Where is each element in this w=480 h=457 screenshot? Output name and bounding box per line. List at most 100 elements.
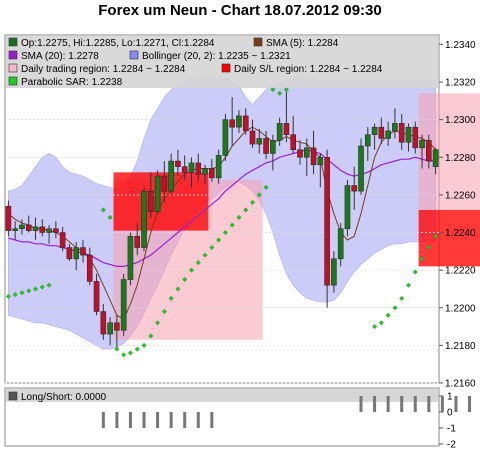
candle-body-39 <box>263 138 269 154</box>
sar-point-16 <box>107 214 113 220</box>
sar-point-41 <box>277 90 283 96</box>
candle-body-40 <box>270 140 276 154</box>
sar-point-56 <box>378 320 384 326</box>
candle-body-35 <box>236 115 242 128</box>
sar-point-24 <box>161 309 167 315</box>
sar-point-64 <box>433 233 439 239</box>
candle-body-19 <box>127 236 134 280</box>
legend-label-2: SMA (5): 1.2284 <box>266 38 339 49</box>
longshort-bar-1-22 <box>156 412 160 428</box>
sar-point-4 <box>26 288 32 294</box>
legend-label-6: Daily S/L region: 1.2284 ~ 1.2284 <box>234 64 383 75</box>
candle-body-63 <box>426 140 432 162</box>
sma20-line <box>8 149 436 267</box>
candle-body-45 <box>303 147 310 158</box>
candle-body-56 <box>378 126 385 139</box>
candle-body-16 <box>107 322 113 335</box>
y-tick-label-2: 1.2320 <box>445 78 476 89</box>
sar-point-27 <box>182 277 188 283</box>
candle-body-3 <box>19 224 25 230</box>
sar-point-2 <box>12 292 18 298</box>
candle-body-64 <box>432 149 439 167</box>
candle-body-7 <box>46 228 52 233</box>
sar-point-20 <box>134 346 140 352</box>
sar-point-7 <box>46 282 52 288</box>
sar-point-15 <box>100 207 106 213</box>
candle-body-32 <box>215 155 222 179</box>
sar-point-25 <box>168 295 174 301</box>
candle-body-10 <box>66 247 73 260</box>
candle-body-49 <box>331 258 337 286</box>
candle-body-22 <box>148 190 154 213</box>
y-tick-label-5: 1.2260 <box>445 190 476 201</box>
legend-marker-1 <box>8 37 18 47</box>
legend-label-5: Daily trading region: 1.2284 ~ 1.2284 <box>21 64 186 75</box>
longshort-bar-2-60 <box>413 396 417 412</box>
legend-label-1: Op:1.2275, Hi:1.2285, Lo:1.2271, Cl:1.22… <box>21 38 215 49</box>
sar-point-58 <box>392 305 398 311</box>
longshort-bar-1-28 <box>196 412 200 428</box>
candle-body-24 <box>161 175 168 192</box>
sar-point-28 <box>189 267 194 273</box>
candle-body-36 <box>242 115 249 132</box>
candle-body-55 <box>371 126 378 135</box>
sar-point-62 <box>419 256 425 262</box>
sar-point-22 <box>148 333 154 339</box>
legend-marker-5 <box>8 63 18 73</box>
legend-box <box>6 36 438 88</box>
candle-body-34 <box>229 119 235 128</box>
candle-body-18 <box>120 279 127 331</box>
sar-point-17 <box>114 346 120 352</box>
sub-legend-marker-1 <box>8 391 18 401</box>
longshort-bar-1-20 <box>142 412 146 428</box>
candle-body-17 <box>114 322 120 331</box>
longshort-bar-1-24 <box>169 412 173 428</box>
sub-y-tick-label-1: 1 <box>447 392 453 403</box>
sar-point-18 <box>121 352 127 358</box>
candle-body-8 <box>53 228 59 233</box>
y-tick-label-1: 1.2340 <box>445 40 476 51</box>
longshort-bar-2-62 <box>427 396 431 412</box>
candle-body-42 <box>283 123 290 135</box>
longshort-bar-2-52 <box>359 396 363 412</box>
sar-point-23 <box>155 320 161 326</box>
sar-point-26 <box>175 286 181 292</box>
sar-point-37 <box>250 199 255 205</box>
candle-body-58 <box>392 123 398 132</box>
candle-body-50 <box>337 228 344 260</box>
sar-point-30 <box>202 252 208 258</box>
candle-body-54 <box>365 134 371 147</box>
legend-label-4: Bollinger (20, 2): 1.2235 ~ 1.2321 <box>142 51 291 62</box>
longshort-bar-2-66 <box>454 396 458 412</box>
legend-marker-7 <box>8 76 18 86</box>
candle-body-38 <box>256 138 263 145</box>
sar-point-32 <box>216 237 222 243</box>
candle-body-12 <box>80 247 86 256</box>
sub-legend-label-1: Long/Short: 0.0000 <box>21 392 107 403</box>
sar-point-57 <box>385 312 391 318</box>
y-tick-label-4: 1.2280 <box>445 153 476 164</box>
candle-body-60 <box>405 126 412 143</box>
sar-point-42 <box>283 87 289 93</box>
candle-body-46 <box>310 147 317 166</box>
candle-body-25 <box>168 160 174 192</box>
candle-body-33 <box>222 119 229 156</box>
sar-point-38 <box>256 192 262 198</box>
sar-point-21 <box>141 342 147 348</box>
longshort-bar-2-54 <box>373 396 377 412</box>
candle-body-61 <box>412 126 419 149</box>
candle-body-26 <box>175 160 181 167</box>
sar-point-35 <box>236 214 242 220</box>
longshort-bar-1-18 <box>128 412 132 428</box>
sar-point-55 <box>372 324 378 330</box>
y-tick-label-7: 1.2220 <box>445 266 476 277</box>
sar-point-3 <box>19 290 25 296</box>
y-tick-label-9: 1.2180 <box>445 341 476 352</box>
candle-body-20 <box>134 236 141 248</box>
candle-body-31 <box>209 168 215 179</box>
longshort-bar-2-58 <box>400 396 404 412</box>
longshort-bar-1-16 <box>115 412 119 428</box>
candle-body-2 <box>12 228 18 231</box>
sar-point-6 <box>39 284 45 290</box>
